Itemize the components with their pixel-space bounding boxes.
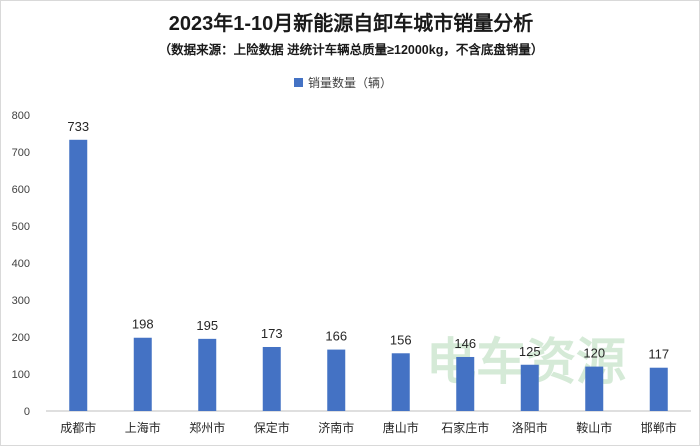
bar (585, 366, 604, 411)
x-tick-label: 邯郸市 (641, 420, 677, 435)
legend: 销量数量（辆） (294, 75, 392, 90)
x-tick-label: 唐山市 (383, 420, 419, 435)
y-tick-label: 400 (12, 258, 30, 270)
x-tick-label: 郑州市 (189, 420, 225, 435)
x-tick-label: 保定市 (254, 420, 290, 435)
x-axis: 成都市 上海市 郑州市 保定市 济南市 唐山市 石家庄市 洛阳市 鞍山市 邯郸市 (60, 420, 677, 435)
bars (69, 139, 668, 412)
y-tick-label: 100 (12, 369, 30, 381)
bar (133, 337, 152, 411)
data-label: 733 (67, 119, 89, 134)
y-axis: 0 100 200 300 400 500 600 700 800 (12, 110, 30, 418)
value-labels: 733 198 195 173 166 156 146 125 120 117 (67, 119, 669, 362)
y-tick-label: 500 (12, 221, 30, 233)
y-tick-label: 300 (12, 295, 30, 307)
x-tick-label: 鞍山市 (576, 420, 612, 435)
y-tick-label: 600 (12, 184, 30, 196)
x-tick-label: 上海市 (125, 420, 161, 435)
bar (198, 338, 217, 411)
data-label: 156 (390, 332, 412, 347)
data-label: 120 (583, 346, 605, 361)
x-tick-label: 济南市 (318, 420, 354, 435)
bar (69, 139, 88, 412)
chart-title: 2023年1-10月新能源自卸车城市销量分析 (168, 13, 534, 35)
y-tick-label: 800 (12, 110, 30, 122)
data-label: 198 (132, 317, 154, 332)
data-label: 195 (196, 318, 218, 333)
x-tick-label: 洛阳市 (512, 420, 548, 435)
legend-swatch (294, 78, 303, 87)
data-label: 125 (519, 344, 541, 359)
y-tick-label: 700 (12, 147, 30, 159)
y-tick-label: 200 (12, 332, 30, 344)
bar (456, 356, 475, 411)
chart-subtitle: （数据来源：上险数据 进统计车辆总质量≥12000kg，不含底盘销量） (158, 43, 544, 57)
x-tick-label: 石家庄市 (441, 420, 489, 435)
bar (327, 349, 346, 411)
bar (520, 364, 539, 411)
x-tick-label: 成都市 (60, 420, 96, 435)
bar (649, 367, 668, 411)
data-label: 117 (648, 347, 669, 362)
data-label: 166 (325, 329, 347, 344)
data-label: 146 (454, 336, 476, 351)
bar (391, 353, 410, 411)
data-label: 173 (261, 326, 283, 341)
bar (262, 346, 281, 411)
y-tick-label: 0 (24, 406, 30, 418)
legend-label: 销量数量（辆） (308, 75, 392, 90)
